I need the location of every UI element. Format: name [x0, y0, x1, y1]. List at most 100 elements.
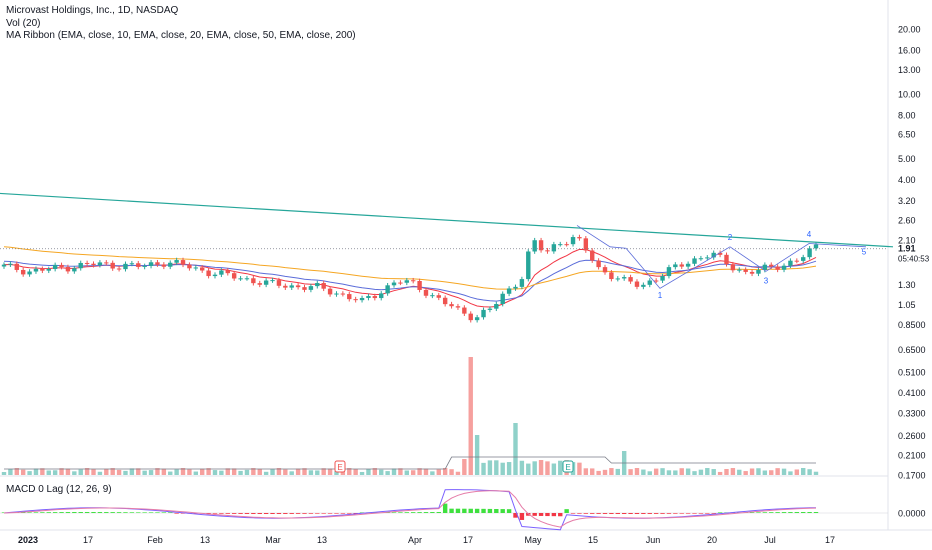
volume-bar [423, 468, 429, 475]
candle-body [442, 297, 448, 305]
candle-body [334, 293, 339, 295]
macd-histogram-bar [794, 512, 800, 513]
volume-bar [168, 471, 173, 475]
y-tick-label: 1.05 [898, 300, 916, 310]
x-tick-label: 13 [200, 535, 210, 545]
volume-bar [762, 470, 768, 475]
candle-body [180, 260, 186, 265]
x-tick-label: Feb [147, 535, 163, 545]
volume-bar [558, 460, 563, 475]
wave-label: 3 [764, 276, 769, 285]
macd-histogram-bar [72, 512, 77, 513]
candle-body [801, 257, 806, 261]
volume-bar [97, 471, 103, 475]
y-tick-label: 6.50 [898, 130, 916, 140]
macd-histogram-bar [327, 513, 333, 514]
candle-body [72, 268, 77, 272]
macd-histogram-bar [775, 512, 780, 513]
candle-body [251, 278, 256, 284]
candle-body [692, 258, 697, 264]
x-tick-label: 17 [83, 535, 93, 545]
macd-histogram-bar [647, 513, 652, 514]
candle-body [1, 264, 7, 267]
macd-histogram-bar [653, 513, 659, 514]
volume-bar [615, 468, 620, 475]
candle-body [436, 295, 441, 298]
candle-body [775, 266, 780, 270]
volume-bar [225, 468, 230, 475]
x-tick-label: Apr [408, 535, 422, 545]
candle-body [705, 257, 710, 259]
candle-body [244, 278, 250, 280]
volume-bar [807, 469, 812, 475]
candle-body [474, 317, 480, 321]
macd-histogram-bar [40, 512, 45, 513]
macd-histogram-bar [807, 512, 812, 513]
macd-histogram-bar [417, 512, 422, 513]
candle-body [161, 264, 167, 267]
volume-bar [20, 469, 26, 475]
volume-bar [206, 468, 211, 475]
volume-bar [462, 459, 467, 475]
macd-histogram-bar [398, 512, 403, 513]
macd-histogram-bar [276, 513, 282, 514]
macd-histogram-bar [756, 512, 761, 513]
volume-bar [673, 470, 678, 475]
macd-histogram-bar [602, 513, 608, 514]
macd-histogram-bar [769, 512, 774, 513]
macd-histogram-bar [65, 512, 71, 513]
x-tick-label: May [524, 535, 542, 545]
candle-body [634, 281, 640, 287]
candle-body [749, 271, 755, 274]
volume-bar [506, 462, 512, 475]
y-tick-label: 10.00 [898, 89, 921, 99]
candle-body [590, 250, 595, 261]
y-tick-label: 0.1700 [898, 471, 926, 481]
macd-histogram-bar [321, 513, 326, 514]
macd-histogram-bar [442, 503, 448, 513]
macd-histogram-bar [148, 512, 154, 513]
last-price-label: 1.91 [898, 244, 916, 254]
volume-bar [129, 468, 135, 475]
ema-ribbon [3, 246, 817, 308]
macd-histogram-bar [110, 512, 115, 513]
macd-histogram-bar [577, 513, 582, 514]
macd-histogram-bar [129, 512, 135, 513]
candle-body [724, 254, 729, 265]
macd-histogram-bar [666, 513, 672, 514]
wave-label: 4 [807, 230, 812, 239]
volume-bar [148, 470, 154, 475]
macd-histogram-bar [462, 508, 467, 513]
candle-body [685, 263, 691, 267]
volume-bar [295, 468, 301, 475]
candle-body [353, 299, 358, 301]
macd-histogram-bar [494, 509, 499, 513]
candle-body [519, 279, 525, 287]
candle-body [494, 304, 499, 309]
candle-body [78, 262, 83, 269]
macd-histogram-bar [84, 512, 90, 513]
macd-histogram-bar [52, 512, 58, 513]
macd-histogram-bar [455, 508, 461, 513]
macd-histogram-bar [334, 513, 339, 514]
volume-bar [8, 469, 13, 475]
volume-bar [513, 423, 518, 475]
y-tick-label: 1.30 [898, 280, 916, 290]
candle-body [417, 280, 422, 290]
volume-bars [1, 357, 819, 475]
wave-zigzag [576, 225, 867, 289]
volume-bar [781, 468, 787, 475]
candle-body [308, 286, 314, 290]
candle-body [276, 280, 282, 286]
macd-histogram-bar [781, 512, 787, 513]
candle-body [97, 262, 103, 266]
macd-histogram-bar [59, 512, 64, 513]
candle-body [200, 267, 205, 271]
macd-histogram-bar [500, 509, 505, 513]
macd-histogram-bar [749, 512, 755, 513]
candle-body [257, 283, 262, 285]
macd-histogram-bar [609, 513, 614, 514]
macd-histogram-bar [615, 513, 620, 514]
macd-histogram-bar [33, 512, 39, 513]
